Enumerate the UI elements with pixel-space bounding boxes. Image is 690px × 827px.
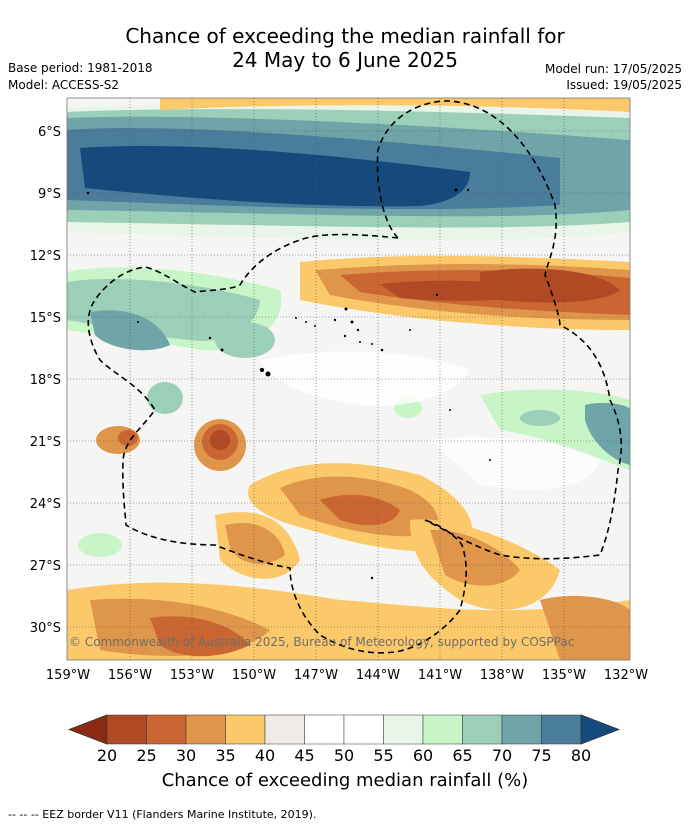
lat-label: 18°S	[30, 373, 61, 388]
lon-label: 153°W	[170, 668, 214, 683]
lon-label: 156°W	[108, 668, 152, 683]
lon-label: 147°W	[294, 668, 338, 683]
colorbar-tick: 35	[215, 746, 235, 765]
colorbar-tick: 65	[452, 746, 472, 765]
map-frame	[66, 97, 631, 661]
lat-label: 15°S	[30, 311, 61, 326]
colorbar-swatch	[501, 714, 542, 745]
lon-label: 135°W	[542, 668, 586, 683]
colorbar-high-arrow	[580, 714, 621, 745]
base-period-text: Base period: 1981-2018	[8, 61, 153, 75]
latitude-labels: 6°S 9°S 12°S 15°S 18°S 21°S 24°S 27°S 30…	[30, 125, 61, 636]
islands	[86, 188, 491, 580]
colorbar-swatch	[146, 714, 187, 745]
colorbar-tick: 60	[413, 746, 433, 765]
colorbar-tick: 50	[334, 746, 354, 765]
lat-label: 27°S	[30, 559, 61, 574]
map-title-line1: Chance of exceeding the median rainfall …	[125, 24, 565, 48]
model-text: Model: ACCESS-S2	[8, 78, 120, 92]
colorbar-tick: 25	[136, 746, 156, 765]
lon-label: 159°W	[46, 668, 90, 683]
model-run-text: Model run: 17/05/2025	[544, 62, 682, 76]
colorbar-swatch	[462, 714, 503, 745]
lat-label: 24°S	[30, 497, 61, 512]
lat-label: 30°S	[30, 621, 61, 636]
eez-footnote: -- -- -- EEZ border V11 (Flanders Marine…	[8, 808, 317, 821]
colorbar-ticks: 20 25 30 35 40 45 50 55 60 65 70 75 80	[97, 746, 591, 765]
colorbar-swatch	[304, 714, 345, 745]
colorbar-tick: 30	[176, 746, 196, 765]
lat-label: 9°S	[38, 187, 61, 202]
lon-label: 132°W	[604, 668, 648, 683]
colorbar-tick: 80	[571, 746, 591, 765]
colorbar-label: Chance of exceeding median rainfall (%)	[161, 770, 529, 791]
colorbar-swatch	[225, 714, 266, 745]
map-title-line2: 24 May to 6 June 2025	[232, 48, 458, 72]
colorbar-tick: 40	[255, 746, 275, 765]
colorbar-swatch	[185, 714, 226, 745]
lon-label: 138°W	[480, 668, 524, 683]
colorbar-swatch	[383, 714, 424, 745]
lon-label: 144°W	[356, 668, 400, 683]
graticule	[67, 98, 630, 660]
lat-label: 6°S	[38, 125, 61, 140]
copyright-text: © Commonwealth of Australia 2025, Bureau…	[69, 635, 574, 649]
issued-text: Issued: 19/05/2025	[566, 78, 682, 92]
colorbar-swatch	[343, 714, 384, 745]
lon-label: 141°W	[418, 668, 462, 683]
colorbar-tick: 70	[492, 746, 512, 765]
lat-label: 12°S	[30, 249, 61, 264]
lon-label: 150°W	[232, 668, 276, 683]
colorbar-swatch	[264, 714, 305, 745]
colorbar-swatch	[422, 714, 463, 745]
colorbar-low-arrow	[67, 714, 108, 745]
longitude-labels: 159°W 156°W 153°W 150°W 147°W 144°W 141°…	[46, 668, 648, 683]
rainfall-field	[67, 98, 630, 660]
colorbar-swatch	[106, 714, 147, 745]
colorbar-tick: 20	[97, 746, 117, 765]
colorbar-tick: 75	[531, 746, 551, 765]
colorbar-tick: 55	[373, 746, 393, 765]
colorbar-swatch	[541, 714, 582, 745]
lat-label: 21°S	[30, 435, 61, 450]
colorbar-tick: 45	[294, 746, 314, 765]
colorbar	[67, 714, 621, 745]
eez-border	[87, 100, 623, 654]
